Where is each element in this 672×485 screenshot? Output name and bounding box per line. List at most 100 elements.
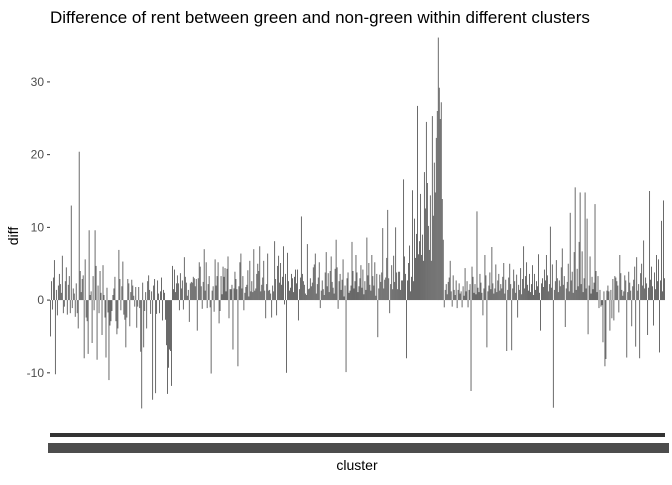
bar bbox=[397, 289, 399, 301]
bar bbox=[445, 284, 447, 301]
bar bbox=[180, 288, 182, 301]
bar bbox=[159, 300, 160, 314]
bar bbox=[176, 275, 178, 301]
bar bbox=[418, 254, 419, 301]
bar bbox=[487, 291, 489, 301]
bar bbox=[192, 276, 194, 301]
bar bbox=[133, 295, 135, 301]
bar bbox=[248, 296, 250, 301]
bar bbox=[663, 200, 664, 301]
bar bbox=[157, 280, 159, 301]
bar bbox=[533, 295, 534, 301]
bar bbox=[243, 300, 245, 311]
bar bbox=[381, 272, 383, 301]
bar bbox=[638, 284, 640, 301]
bar bbox=[369, 284, 371, 301]
bar bbox=[294, 276, 295, 301]
bar bbox=[626, 300, 628, 358]
bar bbox=[346, 278, 348, 301]
bar bbox=[428, 249, 430, 301]
bar bbox=[473, 292, 475, 301]
bar bbox=[595, 271, 597, 301]
bar bbox=[378, 288, 380, 301]
bar bbox=[450, 291, 452, 301]
bar bbox=[146, 300, 148, 329]
bar bbox=[130, 292, 132, 301]
bar bbox=[296, 269, 298, 301]
bar bbox=[558, 280, 560, 301]
bar bbox=[341, 279, 343, 301]
bar bbox=[220, 276, 222, 301]
bar bbox=[463, 295, 465, 301]
bar bbox=[590, 293, 592, 301]
bar bbox=[158, 293, 160, 301]
y-tick-label: -10 bbox=[27, 366, 45, 380]
bar bbox=[209, 300, 211, 308]
bar bbox=[497, 280, 499, 301]
bar bbox=[62, 300, 64, 314]
bar bbox=[485, 275, 487, 301]
bar bbox=[246, 284, 248, 301]
bar bbox=[501, 288, 503, 301]
bar bbox=[80, 292, 82, 301]
bar bbox=[127, 279, 129, 301]
bar bbox=[229, 289, 231, 301]
bar bbox=[295, 269, 296, 301]
bar bbox=[254, 290, 256, 301]
bar bbox=[261, 284, 263, 301]
bar bbox=[379, 274, 381, 301]
bar bbox=[88, 230, 90, 301]
bar bbox=[181, 280, 183, 301]
bar bbox=[604, 300, 606, 367]
bar bbox=[655, 289, 656, 301]
bar bbox=[614, 276, 616, 301]
bar bbox=[627, 292, 629, 301]
bar bbox=[659, 300, 660, 353]
bar bbox=[234, 271, 236, 301]
bar bbox=[332, 287, 334, 301]
bar bbox=[364, 281, 366, 301]
bar bbox=[476, 211, 478, 301]
bar bbox=[451, 300, 453, 307]
bar bbox=[328, 292, 330, 301]
bar bbox=[482, 300, 484, 316]
bar bbox=[147, 281, 149, 301]
bar bbox=[249, 260, 251, 301]
bar bbox=[464, 268, 466, 301]
bar bbox=[538, 254, 539, 301]
bar bbox=[337, 300, 339, 309]
bar bbox=[383, 288, 385, 301]
bar bbox=[559, 286, 561, 301]
bar bbox=[479, 273, 481, 301]
bar bbox=[488, 285, 490, 301]
bar bbox=[174, 292, 176, 301]
bar bbox=[56, 300, 58, 316]
bar bbox=[257, 263, 259, 301]
bar bbox=[64, 281, 66, 301]
bar bbox=[172, 265, 173, 301]
bar bbox=[437, 37, 439, 301]
bar bbox=[117, 300, 119, 329]
bar bbox=[367, 275, 369, 301]
bar bbox=[498, 273, 500, 301]
bar bbox=[66, 300, 68, 315]
bar bbox=[277, 265, 279, 301]
bar bbox=[411, 276, 412, 301]
bar bbox=[399, 271, 401, 301]
bar bbox=[106, 287, 108, 301]
bar bbox=[603, 291, 605, 301]
bar bbox=[71, 300, 73, 309]
bar bbox=[588, 285, 590, 301]
bar bbox=[301, 273, 303, 301]
bar bbox=[455, 280, 457, 301]
bar bbox=[506, 300, 508, 351]
bar bbox=[134, 300, 136, 307]
bar bbox=[568, 291, 570, 301]
bar bbox=[514, 281, 516, 301]
bar bbox=[253, 249, 255, 301]
bar bbox=[143, 300, 145, 348]
bar bbox=[641, 263, 643, 301]
bar bbox=[190, 281, 192, 301]
bar bbox=[52, 277, 54, 301]
bar bbox=[251, 281, 253, 301]
